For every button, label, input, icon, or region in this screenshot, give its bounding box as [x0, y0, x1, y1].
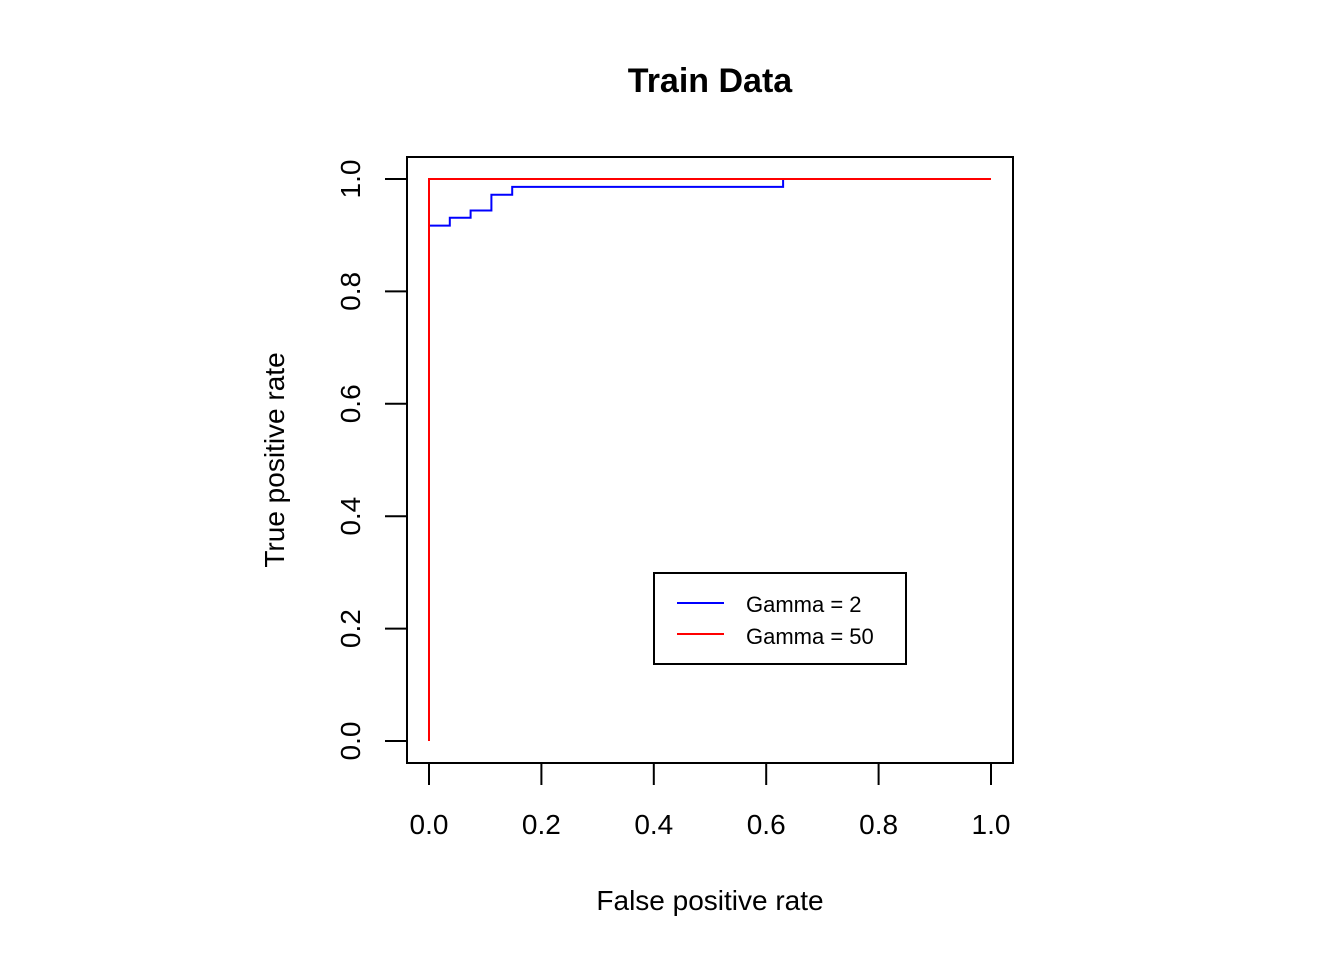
chart-title: Train Data: [628, 62, 793, 100]
legend-box: [653, 572, 907, 665]
y-axis-label: True positive rate: [259, 352, 290, 567]
series-line-gamma-2: [428, 178, 991, 741]
y-tick-label: 0.6: [335, 384, 366, 423]
x-tick-label: 0.6: [747, 809, 786, 840]
series-layer: [428, 178, 991, 741]
y-tick-label: 0.2: [335, 609, 366, 648]
y-tick-label: 0.0: [335, 722, 366, 761]
x-axis: 0.0 0.2 0.4 0.6 0.8 1.0: [410, 762, 1011, 840]
plot-frame: [406, 156, 1014, 764]
x-tick-label: 0.0: [410, 809, 449, 840]
x-tick-label: 0.2: [522, 809, 561, 840]
y-tick-label: 0.4: [335, 497, 366, 536]
x-axis-label: False positive rate: [596, 885, 823, 916]
y-axis: 0.0 0.2 0.4 0.6 0.8 1.0: [335, 160, 408, 761]
x-tick-label: 0.4: [634, 809, 673, 840]
x-tick-label: 0.8: [859, 809, 898, 840]
legend: Gamma = 2 Gamma = 50: [653, 572, 907, 665]
y-tick-label: 0.8: [335, 272, 366, 311]
y-tick-label: 1.0: [335, 160, 366, 199]
legend-label-gamma-50: Gamma = 50: [746, 624, 874, 649]
legend-label-gamma-2: Gamma = 2: [746, 592, 862, 617]
x-tick-label: 1.0: [972, 809, 1011, 840]
series-line-gamma-50: [428, 178, 991, 741]
